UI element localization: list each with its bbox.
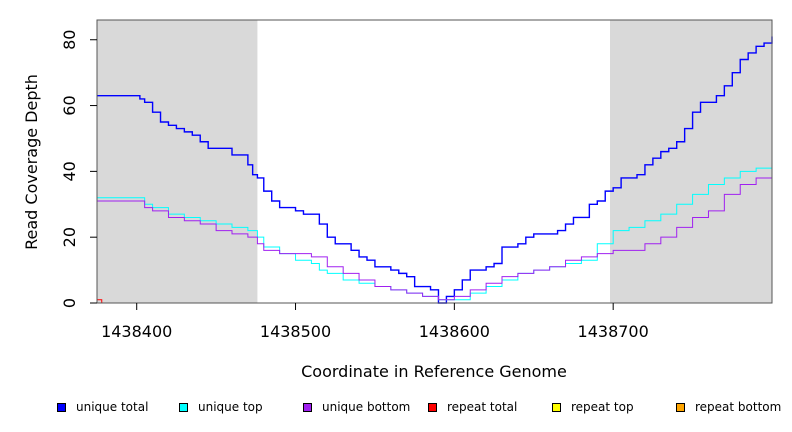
plot-frame <box>96 19 773 304</box>
legend: unique total unique top unique bottom repea… <box>0 400 792 420</box>
legend-item: unique bottom <box>303 400 410 414</box>
legend-item: repeat top <box>552 400 634 414</box>
series-line-unique-bottom <box>97 174 773 301</box>
legend-label: unique total <box>76 400 149 414</box>
legend-swatch <box>57 402 66 412</box>
legend-label: repeat bottom <box>695 400 782 414</box>
y-tick-label: 60 <box>60 95 79 115</box>
x-tick-label: 1438400 <box>101 322 172 341</box>
y-axis-label: Read Coverage Depth <box>22 74 41 250</box>
legend-item: repeat bottom <box>676 400 781 414</box>
legend-swatch <box>552 402 561 412</box>
y-tick-label: 80 <box>60 30 79 50</box>
legend-label: repeat top <box>571 400 634 414</box>
legend-label: unique bottom <box>322 400 411 414</box>
y-tick-label: 0 <box>60 298 79 308</box>
legend-swatch <box>303 402 312 412</box>
legend-item: repeat total <box>428 400 517 414</box>
shaded-region-1 <box>97 20 258 303</box>
y-tick-label: 20 <box>60 227 79 247</box>
y-tick-label: 40 <box>60 161 79 181</box>
x-tick-label: 1438600 <box>419 322 490 341</box>
x-tick-label: 1438500 <box>260 322 331 341</box>
x-axis-label: Coordinate in Reference Genome <box>301 362 567 381</box>
legend-item: unique top <box>179 400 263 414</box>
legend-item: unique total <box>57 400 148 414</box>
legend-swatch <box>179 402 188 412</box>
legend-label: repeat total <box>447 400 518 414</box>
series-line-unique-total <box>97 36 773 304</box>
legend-swatch <box>428 402 437 412</box>
x-tick-label: 1438700 <box>578 322 649 341</box>
shaded-region-2 <box>610 20 772 303</box>
legend-label: unique top <box>198 400 263 414</box>
legend-swatch <box>676 402 685 412</box>
